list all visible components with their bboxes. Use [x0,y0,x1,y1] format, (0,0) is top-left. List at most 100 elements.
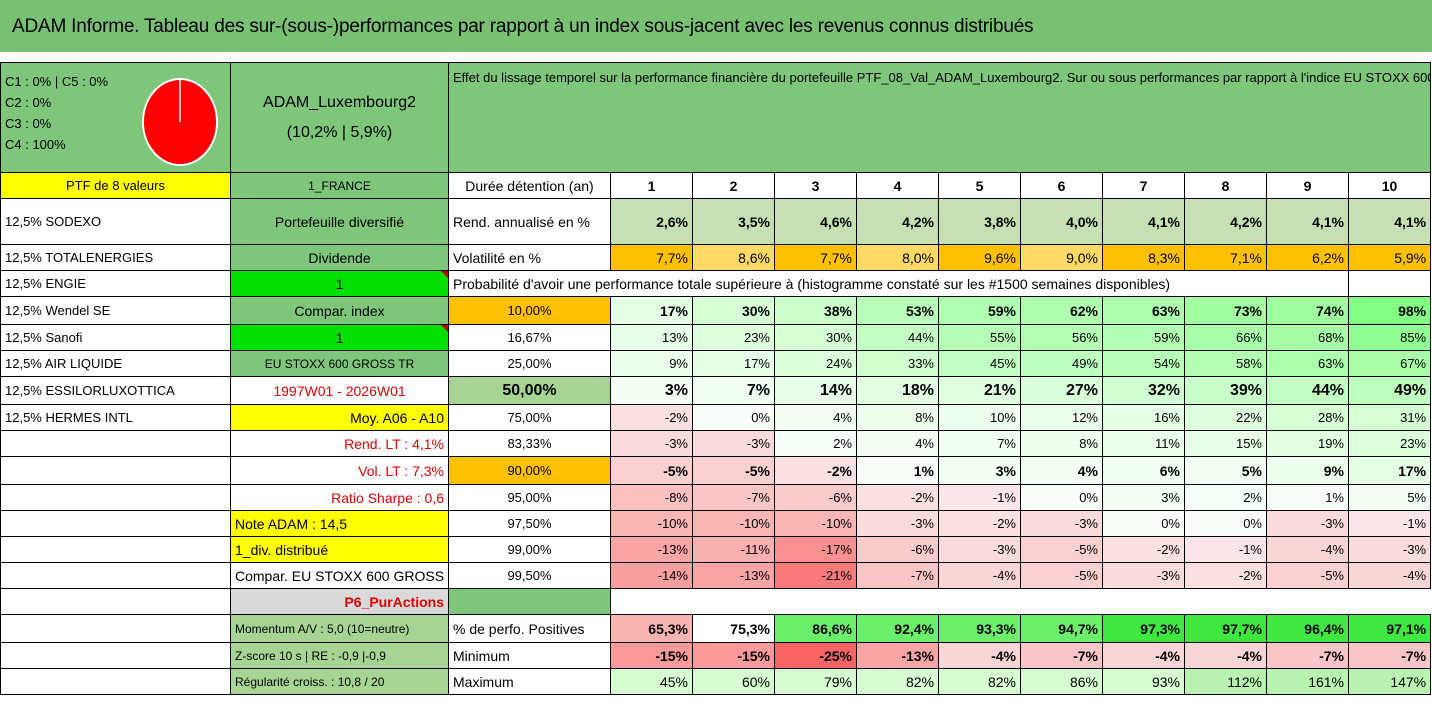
probability-value: 67% [1347,350,1432,377]
positives-value: 65,3% [610,614,693,643]
table-row: Rend. LT : 4,1% 83,33% -3% -3% 2% 4% 7% 8% 11% 15… [0,430,1432,457]
probability-value: -4% [1266,536,1349,563]
probability-value: 5% [1347,484,1432,511]
probability-value: 7% [692,376,775,405]
year-header: 7 [1102,172,1185,199]
probability-value: 30% [692,296,775,325]
probability-value: -2% [610,404,693,431]
probability-value: 4% [856,430,939,457]
maximum-value: 79% [774,668,857,695]
empty-cell [1021,589,1103,615]
empty-cell [1185,589,1267,615]
table-row: Momentum A/V : 5,0 (10=neutre)% de perfo… [0,614,1432,643]
maximum-value: 86% [1020,668,1103,695]
probability-value: 44% [856,324,939,351]
holding-item: 12,5% ENGIE [0,270,231,297]
positives-value: 92,4% [856,614,939,643]
positives-value: 86,6% [774,614,857,643]
zscore: Z-score 10 s | RE : -0,9 |-0,9 [230,642,449,669]
probability-value: 33% [856,350,939,377]
probability-value: -13% [610,536,693,563]
rend-value: 2,6% [610,198,693,245]
threshold-label: 95,00% [448,484,611,511]
empty-cell [693,589,775,615]
probability-value: -4% [1347,562,1432,589]
probability-value: 45% [938,350,1021,377]
minimum-value: -4% [938,642,1021,669]
probability-value: -2% [1184,562,1267,589]
allocation-pie-chart [142,77,218,166]
rend-value: 4,6% [774,198,857,245]
year-header: 9 [1266,172,1349,199]
probability-value: -11% [692,536,775,563]
probability-value: -13% [692,562,775,589]
probability-value: -10% [692,510,775,537]
empty-cell [1267,589,1349,615]
probability-value: -3% [938,536,1021,563]
probability-value: 17% [1347,456,1432,485]
probability-value: 5% [1184,456,1267,485]
maximum-value: 82% [856,668,939,695]
probability-value: -3% [1266,510,1349,537]
rend-value: 4,1% [1102,198,1185,245]
probability-value: 9% [610,350,693,377]
holding-item: 12,5% SODEXO [0,198,231,245]
probability-value: 53% [856,296,939,325]
probability-value: 32% [1102,376,1185,405]
table-row: 12,5% Wendel SE Compar. index 10,00% 17% 30%… [0,296,1432,325]
table-row: 12,5% AIR LIQUIDE EU STOXX 600 GROSS TR 25… [0,350,1432,377]
probability-value: -1% [1184,536,1267,563]
empty-cell [1103,589,1185,615]
probability-value: 30% [774,324,857,351]
probability-value: 2% [1184,484,1267,511]
empty-cell [0,484,231,511]
threshold-label: 99,50% [448,562,611,589]
maximum-value: 161% [1266,668,1349,695]
pie-legend-item: C4 : 100% [5,136,66,152]
probability-value: -6% [774,484,857,511]
rend-value: 3,5% [692,198,775,245]
probability-value: 23% [1347,430,1432,457]
minimum-label: Minimum [448,642,611,669]
probability-value: -10% [610,510,693,537]
dividend-label: Dividende [230,244,449,271]
table-row: 12,5% SODEXO Portefeuille diversifié Rend.… [0,198,1432,245]
probability-value: 2% [774,430,857,457]
probability-value: 17% [692,350,775,377]
maximum-label: Maximum [448,668,611,695]
probability-value: -8% [610,484,693,511]
table-row: 1_div. distribué 99,00% -13% -11% -17% -6% -3%… [0,536,1432,563]
year-header: 3 [774,172,857,199]
vol-label: Volatilité en % [448,244,611,271]
threshold-label: 99,00% [448,536,611,563]
probability-value: -1% [938,484,1021,511]
year-header: 8 [1184,172,1267,199]
table-row: 12,5% Sanofi 1 16,67% 13% 23% 30% 44% 55% 56% 59%… [0,324,1432,351]
positives-value: 97,7% [1184,614,1267,643]
holding-item: 12,5% Sanofi [0,324,231,351]
vol-value: 8,0% [856,244,939,271]
holding-item: 12,5% HERMES INTL [0,404,231,431]
empty-cell [0,642,231,669]
empty-cell [1347,270,1432,297]
probability-value: -3% [1102,562,1185,589]
maximum-value: 45% [610,668,693,695]
rend-value: 3,8% [938,198,1021,245]
portfolio-description: Effet du lissage temporel sur la perform… [447,62,1432,173]
probability-value: 15% [1184,430,1267,457]
probability-value: 22% [1184,404,1267,431]
probability-value: -7% [692,484,775,511]
moy-label: Moy. A06 - A10 [230,404,449,431]
year-header: 4 [856,172,939,199]
probability-value: 1% [856,456,939,485]
threshold-label: 90,00% [448,456,611,485]
report-title: ADAM Informe. Tableau des sur-(sous-)per… [12,16,1034,37]
compar-label: Compar. index [230,296,449,325]
probability-title: Probabilité d'avoir une performance tota… [448,270,1349,297]
portfolio-cell: ADAM_Luxembourg2 (10,2% | 5,9%) [230,62,449,173]
empty-cell [0,588,231,615]
dividend-value: 1 [230,270,449,297]
year-header: 2 [692,172,775,199]
probability-value: 8% [856,404,939,431]
pie-legend: C1 : 0% | C5 : 0% C2 : 0% C3 : 0% C4 : 1… [5,71,108,155]
